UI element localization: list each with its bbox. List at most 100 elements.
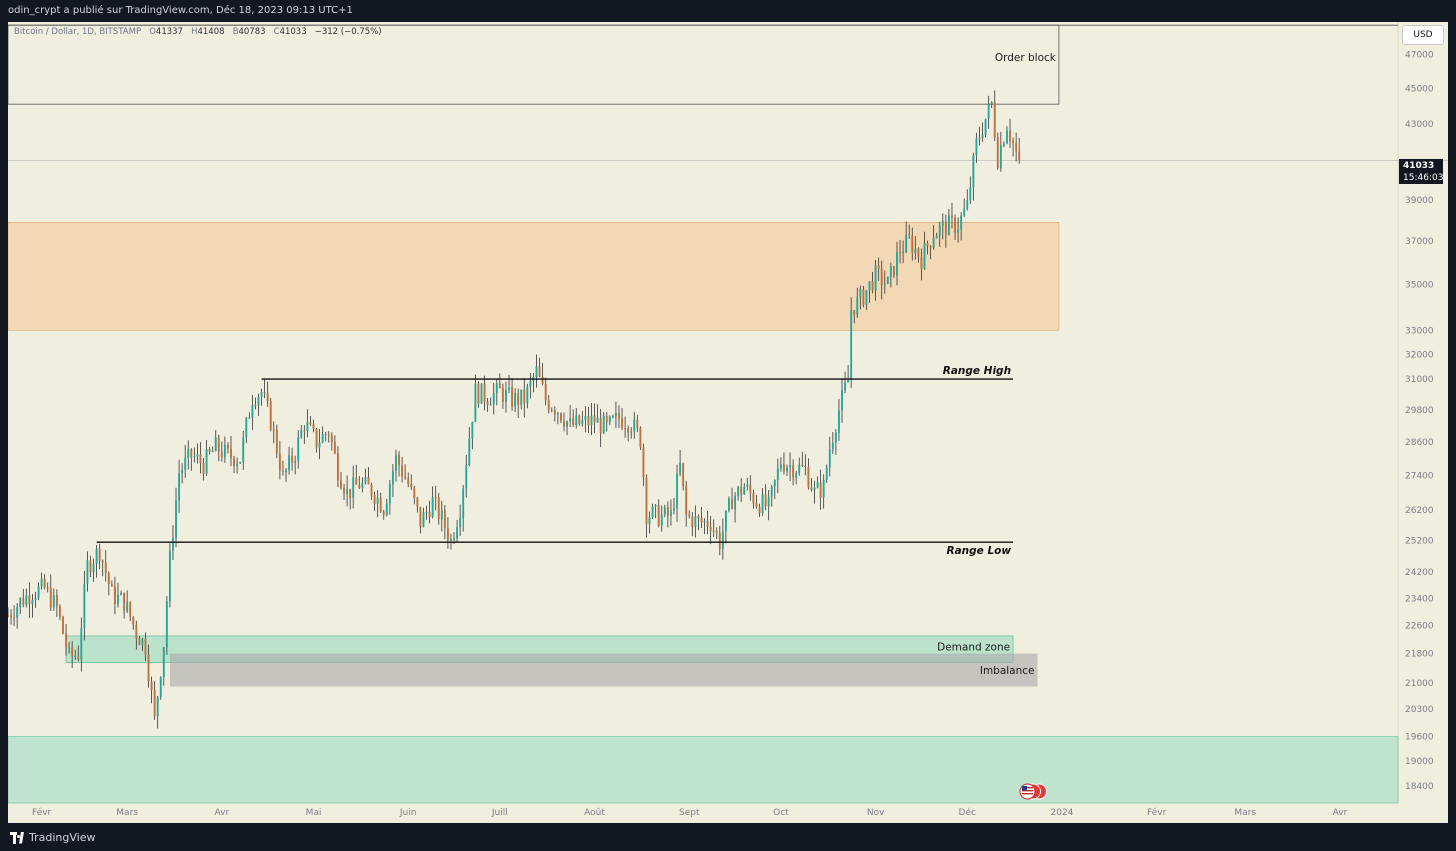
- chart-area[interactable]: [8, 22, 1448, 823]
- candle-body: [740, 487, 743, 495]
- candle-body: [752, 493, 755, 504]
- candle-body: [156, 697, 159, 717]
- candlestick-chart[interactable]: Order block Range High Range Low Demand zon…: [8, 22, 1448, 823]
- candle: [110, 580, 113, 587]
- candle: [165, 596, 168, 655]
- candle: [608, 415, 611, 426]
- candle: [324, 431, 327, 442]
- tradingview-logo[interactable]: TradingView: [10, 831, 95, 844]
- candle: [117, 582, 119, 608]
- candle: [712, 519, 715, 537]
- candle-body: [233, 458, 236, 467]
- candle-body: [783, 464, 785, 472]
- candle-body: [905, 234, 908, 252]
- candle-body: [847, 378, 850, 383]
- candle: [294, 455, 297, 475]
- candle-body: [969, 187, 972, 201]
- candle-body: [230, 448, 232, 459]
- candle: [767, 490, 770, 521]
- candle: [388, 480, 391, 515]
- candle: [416, 496, 419, 513]
- candle: [786, 464, 788, 477]
- candle-body: [605, 415, 608, 423]
- candle-body: [132, 617, 135, 625]
- candle: [892, 265, 895, 278]
- candle: [795, 470, 798, 485]
- candle: [120, 590, 122, 596]
- candle: [541, 362, 544, 386]
- candle: [340, 471, 342, 490]
- candle-body: [459, 518, 462, 528]
- candle-body: [590, 415, 593, 425]
- x-tick-label: Juin: [399, 808, 417, 818]
- candle-body: [779, 464, 782, 469]
- candle-body: [938, 225, 941, 236]
- candle: [853, 310, 856, 324]
- candle-body: [373, 495, 376, 504]
- candle-body: [529, 380, 532, 387]
- us-flag-events-icon[interactable]: [1019, 783, 1047, 800]
- candle: [248, 412, 251, 419]
- candle-body: [767, 496, 770, 507]
- candle-body: [966, 200, 969, 209]
- candle-body: [355, 477, 358, 485]
- candle-body: [789, 465, 792, 468]
- candle: [55, 589, 58, 617]
- candle-body: [951, 215, 953, 218]
- candle-body: [450, 538, 452, 541]
- candle-body: [413, 487, 416, 498]
- candle-body: [926, 242, 929, 247]
- candle: [349, 488, 352, 510]
- candle-body: [52, 595, 55, 608]
- candle: [190, 448, 193, 471]
- candle-body: [685, 485, 688, 515]
- candle-body: [703, 520, 706, 523]
- y-tick-label: 22600: [1405, 622, 1434, 632]
- candle: [309, 416, 312, 426]
- candle: [379, 492, 382, 514]
- candle-body: [95, 548, 98, 565]
- candle-body: [569, 418, 572, 422]
- candle: [599, 409, 602, 448]
- candle: [779, 457, 782, 472]
- candle: [789, 452, 792, 481]
- candle-body: [563, 420, 565, 427]
- candle: [404, 464, 407, 480]
- candle: [746, 477, 749, 491]
- candle: [425, 505, 428, 520]
- candle-body: [694, 516, 697, 528]
- candle: [49, 574, 52, 611]
- candle-body: [624, 427, 627, 429]
- zone-imbalance: [169, 653, 1038, 687]
- candle: [593, 403, 596, 433]
- currency-button[interactable]: USD: [1402, 25, 1444, 45]
- high-value: 41408: [197, 27, 225, 37]
- publish-header: odin_crypt a publié sur TradingView.com,…: [0, 0, 1456, 22]
- candle-body: [135, 624, 138, 639]
- candle-body: [908, 234, 911, 236]
- candle-body: [957, 229, 960, 233]
- candle: [517, 388, 520, 418]
- candle-body: [434, 496, 437, 498]
- candle: [16, 603, 19, 629]
- candle: [556, 411, 559, 425]
- candle: [688, 510, 691, 519]
- last-price-label: 41033 15:46:03: [1399, 159, 1443, 184]
- candle: [951, 202, 953, 229]
- y-tick-label: 25200: [1405, 537, 1434, 547]
- candle-body: [517, 392, 520, 405]
- candle: [703, 518, 706, 535]
- candle: [275, 424, 278, 459]
- candle-body: [40, 578, 43, 587]
- candle-body: [865, 290, 868, 306]
- candle: [462, 485, 465, 532]
- candle: [86, 551, 89, 592]
- y-tick-label: 33000: [1405, 326, 1434, 336]
- candle-body: [437, 497, 440, 520]
- candle-body: [288, 455, 291, 470]
- candle-body: [443, 510, 446, 529]
- candle: [822, 474, 825, 509]
- candle-body: [679, 462, 682, 474]
- candle: [920, 248, 923, 281]
- candle: [648, 511, 651, 534]
